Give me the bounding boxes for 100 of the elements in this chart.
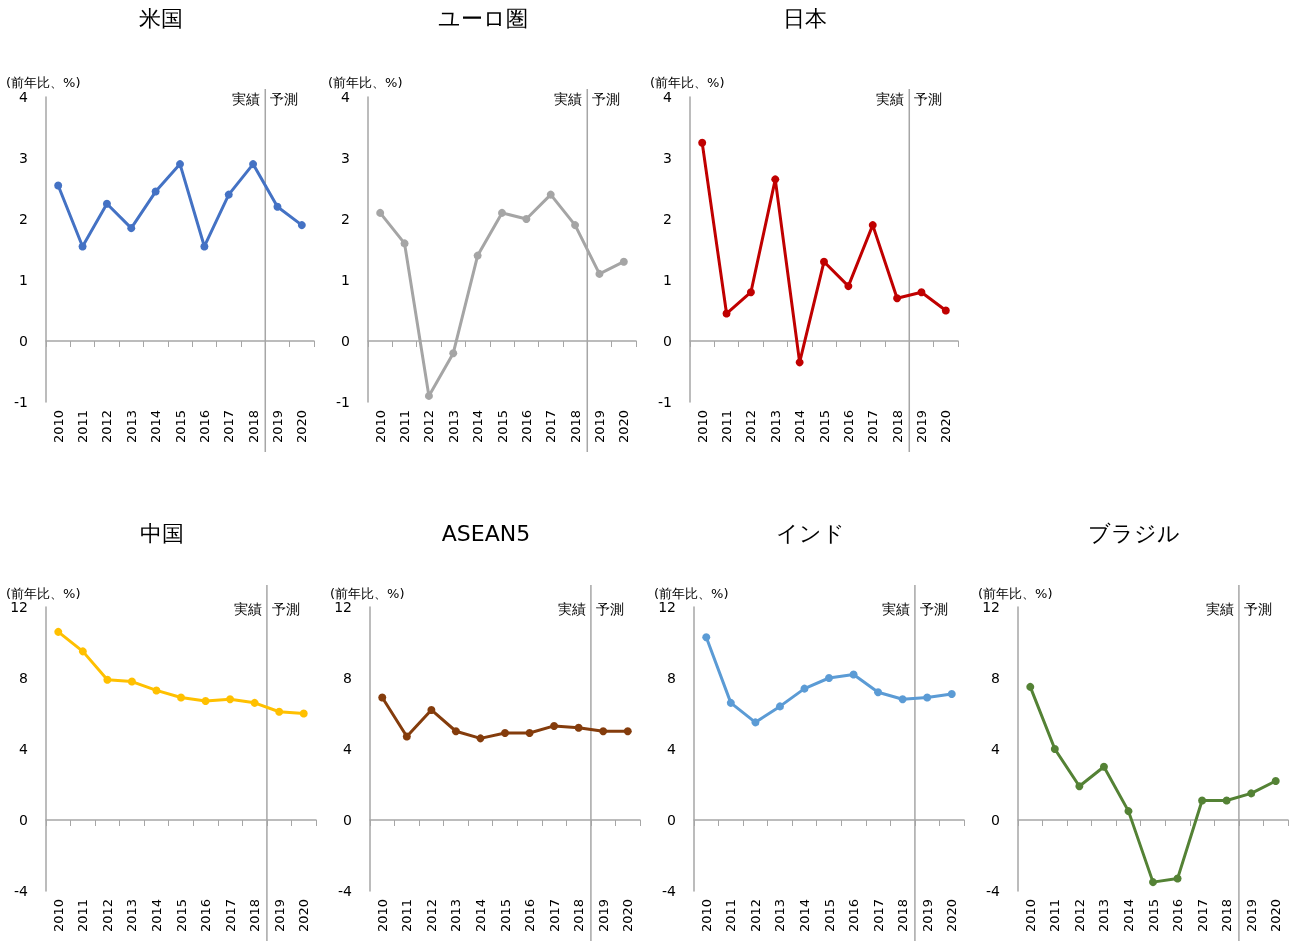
point <box>1247 789 1256 798</box>
x-tick-label: 2020 <box>1268 899 1284 933</box>
point <box>800 684 809 693</box>
x-tick-label: 2017 <box>865 410 881 444</box>
y-axis-title: (前年比、%) <box>654 586 729 602</box>
x-tick-label: 2014 <box>796 899 812 933</box>
y-tick-label: 3 <box>663 150 672 166</box>
point <box>78 242 87 251</box>
point <box>275 707 284 716</box>
y-tick-label: -4 <box>662 883 677 899</box>
x-tick-label: 2014 <box>792 410 808 444</box>
point <box>619 257 628 266</box>
y-tick-label: 8 <box>667 670 676 686</box>
y-axis-title: (前年比、%) <box>6 75 81 90</box>
x-tick-label: 2012 <box>421 410 437 444</box>
point <box>250 698 259 707</box>
y-tick-label: 2 <box>663 211 672 227</box>
point <box>376 208 385 217</box>
point <box>224 190 233 199</box>
x-tick-label: 2020 <box>616 410 632 444</box>
y-tick-label: 0 <box>343 812 352 828</box>
x-tick-label: 2011 <box>75 410 91 444</box>
x-tick-label: 2017 <box>222 899 238 933</box>
point <box>917 288 926 297</box>
point <box>1173 874 1182 883</box>
point <box>550 721 559 730</box>
point <box>574 723 583 732</box>
y-tick-label: -1 <box>336 394 350 410</box>
x-tick-label: 2014 <box>470 410 486 444</box>
point <box>54 627 63 636</box>
x-tick-label: 2016 <box>198 899 214 933</box>
y-tick-label: -4 <box>14 883 29 899</box>
x-tick-label: 2011 <box>723 899 739 933</box>
x-tick-label: 2014 <box>148 410 164 444</box>
point <box>299 709 308 718</box>
y-axis-title: (前年比、%) <box>978 586 1053 602</box>
x-tick-label: 2013 <box>767 410 783 444</box>
x-tick-label: 2015 <box>821 899 837 933</box>
x-tick-label: 2017 <box>221 410 237 444</box>
x-tick-label: 2019 <box>1243 899 1259 933</box>
x-tick-label: 2010 <box>1022 899 1038 933</box>
x-tick-label: 2012 <box>747 899 763 933</box>
x-tick-label: 2012 <box>743 410 759 444</box>
x-tick-label: 2010 <box>50 899 66 933</box>
point <box>151 187 160 196</box>
point <box>1099 762 1108 771</box>
point <box>297 221 306 230</box>
x-tick-label: 2010 <box>372 410 388 444</box>
point <box>152 686 161 695</box>
y-tick-label: 0 <box>667 812 676 828</box>
point <box>1198 796 1207 805</box>
x-tick-label: 2019 <box>595 899 611 933</box>
y-tick-label: -4 <box>338 883 353 899</box>
x-tick-label: 2013 <box>772 899 788 933</box>
y-tick-label: 4 <box>663 89 673 105</box>
point <box>751 718 760 727</box>
point <box>599 727 608 736</box>
x-tick-label: 2011 <box>1047 899 1063 933</box>
y-tick-label: 4 <box>343 741 353 757</box>
x-tick-label: 2015 <box>172 410 188 444</box>
point <box>78 647 87 656</box>
point <box>498 208 506 217</box>
x-tick-label: 2016 <box>518 410 534 444</box>
y-tick-label: 0 <box>19 812 28 828</box>
x-tick-label: 2018 <box>247 899 263 933</box>
x-tick-label: 2020 <box>296 899 312 933</box>
x-tick-label: 2012 <box>423 899 439 933</box>
point <box>722 309 731 318</box>
x-tick-label: 2011 <box>399 899 415 933</box>
point <box>1075 782 1084 791</box>
x-tick-label: 2015 <box>816 410 832 444</box>
point <box>522 215 531 223</box>
point <box>1050 745 1059 753</box>
x-tick-label: 2017 <box>870 899 886 933</box>
x-tick-label: 2018 <box>567 410 583 444</box>
point <box>127 677 136 686</box>
chart-title: ユーロ圏 <box>438 5 528 31</box>
annotation: 予測 <box>271 601 300 617</box>
y-axis-title: (前年比、%) <box>328 75 403 90</box>
x-tick-label: 2014 <box>472 899 488 933</box>
y-tick-label: 12 <box>334 599 352 615</box>
x-tick-label: 2020 <box>938 410 954 444</box>
x-tick-label: 2010 <box>374 899 390 933</box>
point <box>775 702 784 711</box>
point <box>893 294 902 303</box>
point <box>947 689 956 698</box>
point <box>1149 878 1157 887</box>
x-tick-label: 2013 <box>448 899 464 933</box>
point <box>874 688 883 697</box>
y-tick-label: 12 <box>982 599 1000 615</box>
point <box>795 358 804 367</box>
point <box>201 697 210 706</box>
x-tick-label: 2019 <box>591 410 607 444</box>
point <box>402 732 411 741</box>
y-tick-label: 1 <box>341 272 350 288</box>
point <box>844 282 853 291</box>
y-tick-label: -4 <box>986 883 1001 899</box>
y-tick-label: 2 <box>19 211 28 227</box>
y-tick-label: 3 <box>19 150 28 166</box>
y-axis-title: (前年比、%) <box>650 75 725 90</box>
